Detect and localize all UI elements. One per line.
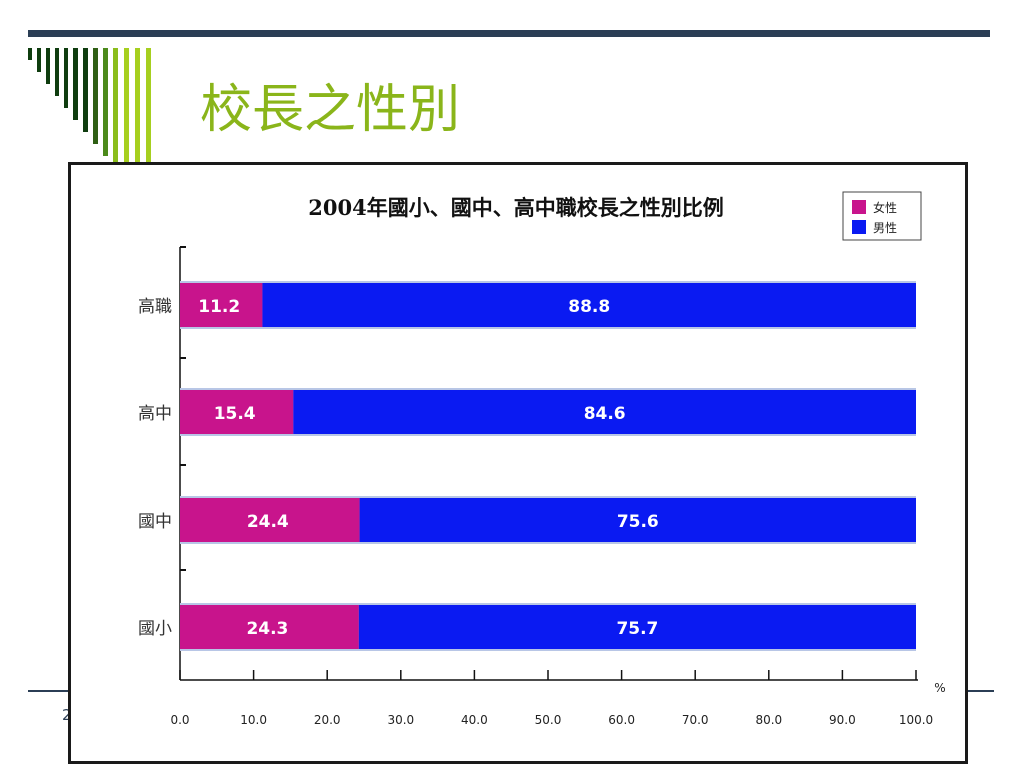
bar-1-0	[180, 390, 294, 434]
x-tick-label-8: 80.0	[755, 713, 782, 727]
bar-label-1-0: 15.4	[214, 404, 256, 424]
bar-0-1	[262, 283, 916, 327]
title-decoration	[28, 48, 151, 166]
bar-3-1	[358, 605, 916, 649]
bar-label-2-0: 24.4	[247, 512, 289, 532]
bar-label-3-1: 75.7	[616, 619, 658, 639]
x-tick-label-9: 90.0	[829, 713, 856, 727]
bar-2-0	[180, 498, 360, 542]
page-number: 2	[62, 706, 72, 724]
x-tick-label-5: 50.0	[535, 713, 562, 727]
x-tick-label-0: 0.0	[170, 713, 189, 727]
x-tick-label-2: 20.0	[314, 713, 341, 727]
chart-title: 2004年國小、國中、高中職校長之性別比例	[308, 195, 723, 220]
x-tick-label-1: 10.0	[240, 713, 267, 727]
footer-rule-right	[960, 690, 994, 692]
category-label-1: 高中	[138, 404, 172, 424]
bar-3-0	[180, 605, 359, 649]
x-tick-label-7: 70.0	[682, 713, 709, 727]
slide-title: 校長之性別	[200, 80, 461, 140]
category-label-0: 高職	[138, 297, 172, 317]
bar-label-3-0: 24.3	[246, 619, 288, 639]
bar-1-1	[293, 390, 916, 434]
x-tick-label-6: 60.0	[608, 713, 635, 727]
legend-swatch-0	[852, 200, 866, 214]
bar-label-0-0: 11.2	[198, 297, 240, 317]
x-tick-label-10: 100.0	[899, 713, 933, 727]
bar-2-1	[359, 498, 917, 542]
category-label-3: 國小	[138, 619, 172, 639]
x-tick-label-3: 30.0	[387, 713, 414, 727]
x-tick-label-4: 40.0	[461, 713, 488, 727]
legend-swatch-1	[852, 220, 866, 234]
bar-0-0	[180, 283, 263, 327]
x-unit-label: %	[934, 681, 945, 695]
bar-label-2-1: 75.6	[617, 512, 659, 532]
chart-frame: 2004年國小、國中、高中職校長之性別比例 女性男性高職 11.2 88.8 高中 15.…	[68, 162, 968, 764]
bar-label-0-1: 88.8	[568, 297, 610, 317]
legend-label-1: 男性	[873, 221, 897, 235]
top-rule	[28, 30, 990, 37]
legend-label-0: 女性	[873, 200, 897, 215]
footer-rule-left	[28, 690, 72, 692]
category-label-2: 國中	[138, 512, 172, 532]
bar-label-1-1: 84.6	[584, 404, 626, 424]
